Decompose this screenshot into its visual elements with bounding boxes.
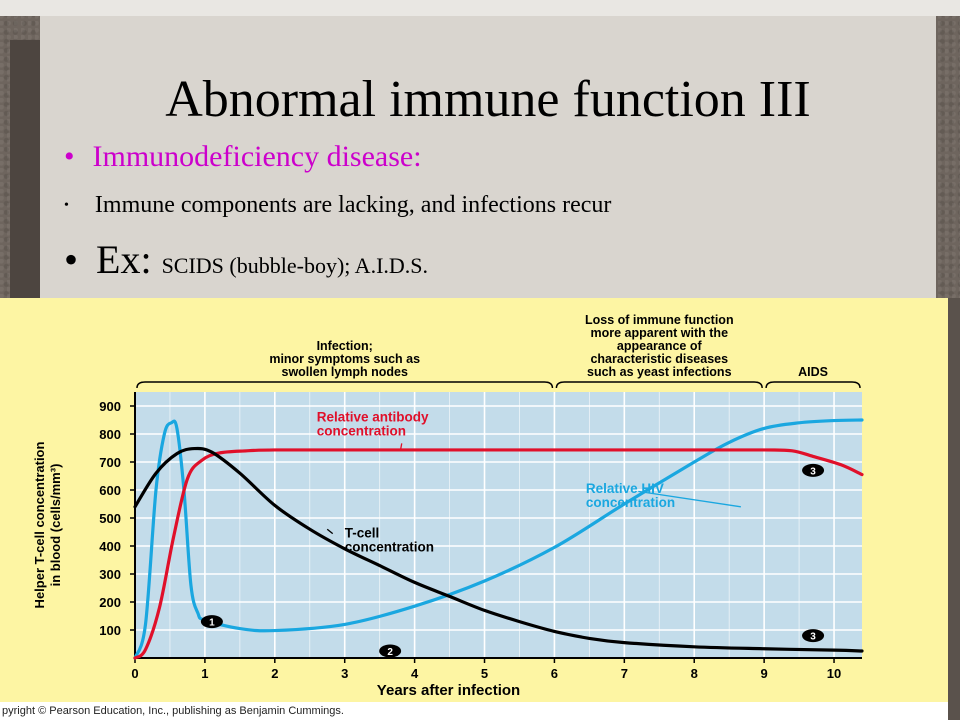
slide-card: [40, 16, 936, 298]
series-leader-line: [399, 443, 403, 450]
y-tick-label: 100: [99, 623, 121, 638]
phase-label: such as yeast infections: [587, 365, 732, 379]
x-tick-label: 4: [411, 666, 419, 681]
phase-bracket: [765, 381, 861, 389]
x-axis-label: Years after infection: [377, 682, 520, 699]
marker-badge: [802, 629, 825, 643]
bullet-text: Immune components are lacking, and infec…: [94, 192, 612, 218]
y-tick-label: 600: [99, 483, 121, 498]
marker-label: 2: [387, 647, 393, 658]
bullet-components: • Immune components are lacking, and infe…: [64, 192, 611, 219]
copyright-notice: pyright © Pearson Education, Inc., publi…: [0, 702, 948, 720]
series-line-tcell: [133, 446, 864, 653]
phase-label: swollen lymph nodes: [282, 365, 408, 379]
series-label-hiv: Relative HIV: [586, 481, 664, 496]
phase-label: Infection;: [317, 339, 373, 353]
y-tick-label: 700: [99, 455, 121, 470]
marker-label: 1: [209, 618, 215, 629]
series-leader-line: [326, 528, 334, 535]
marker-label: 3: [810, 466, 816, 477]
series-label-antibody: concentration: [317, 423, 406, 438]
y-tick-label: 400: [99, 539, 121, 554]
right-edge-strip: [948, 298, 960, 720]
x-tick-label: 2: [271, 666, 278, 681]
phase-label: appearance of: [617, 339, 703, 353]
bullet-text: SCIDS (bubble-boy); A.I.D.S.: [161, 253, 429, 278]
bullet-immunodeficiency: • Immunodeficiency disease:: [64, 140, 422, 174]
series-label-antibody: Relative antibody: [317, 409, 429, 424]
x-tick-label: 6: [551, 666, 558, 681]
x-tick-label: 3: [341, 666, 348, 681]
series-leader-line: [638, 490, 741, 508]
hiv-progression-chart: 0 1 2 3 4 5 6 7 8 9 10 100 200 300 400 500 600 700 800 900 Y…: [32, 313, 864, 699]
bullet-prefix: Ex:: [96, 237, 162, 282]
phase-label: Loss of immune function: [585, 313, 734, 327]
series-label-tcell: concentration: [345, 540, 434, 555]
y-tick-label: 300: [99, 567, 121, 582]
y-tick-label: 800: [99, 427, 121, 442]
phase-label: minor symptoms such as: [269, 352, 420, 366]
phase-label: more apparent with the: [591, 326, 729, 340]
phase-bracket: [555, 381, 763, 389]
x-tick-label: 7: [621, 666, 628, 681]
bullet-glyph: •: [64, 140, 75, 173]
bullet-examples: • Ex: SCIDS (bubble-boy); A.I.D.S.: [64, 236, 428, 283]
phase-label: AIDS: [798, 365, 828, 379]
x-tick-label: 10: [827, 666, 841, 681]
hiv-figure: 0 1 2 3 4 5 6 7 8 9 10 100 200 300 400 500 600 700 800 900 Y…: [0, 298, 948, 702]
series-line-hiv: [133, 418, 864, 660]
marker-badge: [379, 644, 402, 658]
bullet-glyph: •: [64, 237, 79, 282]
x-tick-label: 9: [761, 666, 768, 681]
y-tick-label: 500: [99, 511, 121, 526]
slide-top-band: [0, 0, 960, 16]
x-tick-label: 1: [201, 666, 208, 681]
marker-badge: [200, 615, 223, 629]
bullet-glyph: •: [64, 198, 69, 214]
series-label-hiv: concentration: [586, 495, 675, 510]
y-axis-label: Helper T-cell concentrationin blood (cel…: [32, 442, 63, 609]
slide-shadow: [10, 40, 40, 298]
slide-title: Abnormal immune function III: [165, 71, 811, 128]
x-tick-label: 5: [481, 666, 488, 681]
bullet-text: Immunodeficiency disease:: [92, 140, 422, 173]
y-tick-label: 200: [99, 595, 121, 610]
y-tick-label: 900: [99, 399, 121, 414]
phase-label: characteristic diseases: [590, 352, 728, 366]
x-tick-label: 0: [131, 666, 138, 681]
series-label-tcell: T-cell: [345, 526, 380, 541]
series-line-antibody: [133, 448, 864, 660]
x-tick-label: 8: [691, 666, 698, 681]
marker-badge: [802, 463, 825, 477]
phase-bracket: [136, 381, 554, 389]
marker-label: 3: [810, 632, 816, 643]
